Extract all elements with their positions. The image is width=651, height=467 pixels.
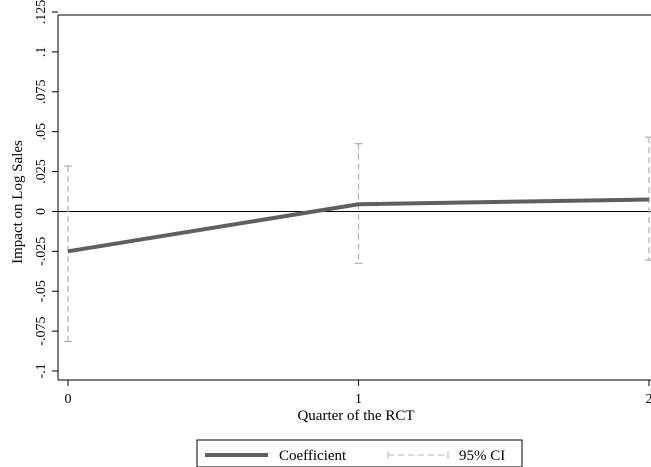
y-tick-label: -.075 [34, 317, 49, 346]
y-tick-label: .05 [34, 123, 49, 141]
x-ticks: 0 1 2 [65, 380, 651, 407]
x-tick-label: 0 [65, 392, 72, 407]
y-tick-label: .1 [34, 47, 49, 58]
y-tick-label: -.05 [34, 280, 49, 302]
x-tick-label: 1 [355, 392, 362, 407]
y-tick-label: -.025 [34, 237, 49, 266]
y-tick-label: .025 [34, 159, 49, 184]
coefficient-line [67, 197, 650, 254]
x-axis-title: Quarter of the RCT [297, 408, 414, 424]
x-tick-label: 2 [646, 392, 651, 407]
y-tick-label: .125 [34, 0, 49, 24]
legend-ci-label: 95% CI [459, 448, 505, 464]
y-tick-label: -.1 [34, 363, 49, 378]
y-tick-label: 0 [34, 208, 49, 215]
y-ticks: -.1 -.075 -.05 -.025 0 .025 .05 .075 .1 .125 [34, 0, 58, 379]
confidence-intervals [64, 136, 651, 343]
y-axis-title: Impact on Log Sales [10, 140, 26, 264]
y-tick-label: .075 [34, 80, 49, 105]
legend: Coefficient 95% CI [196, 439, 523, 467]
legend-coefficient-label: Coefficient [279, 448, 347, 464]
